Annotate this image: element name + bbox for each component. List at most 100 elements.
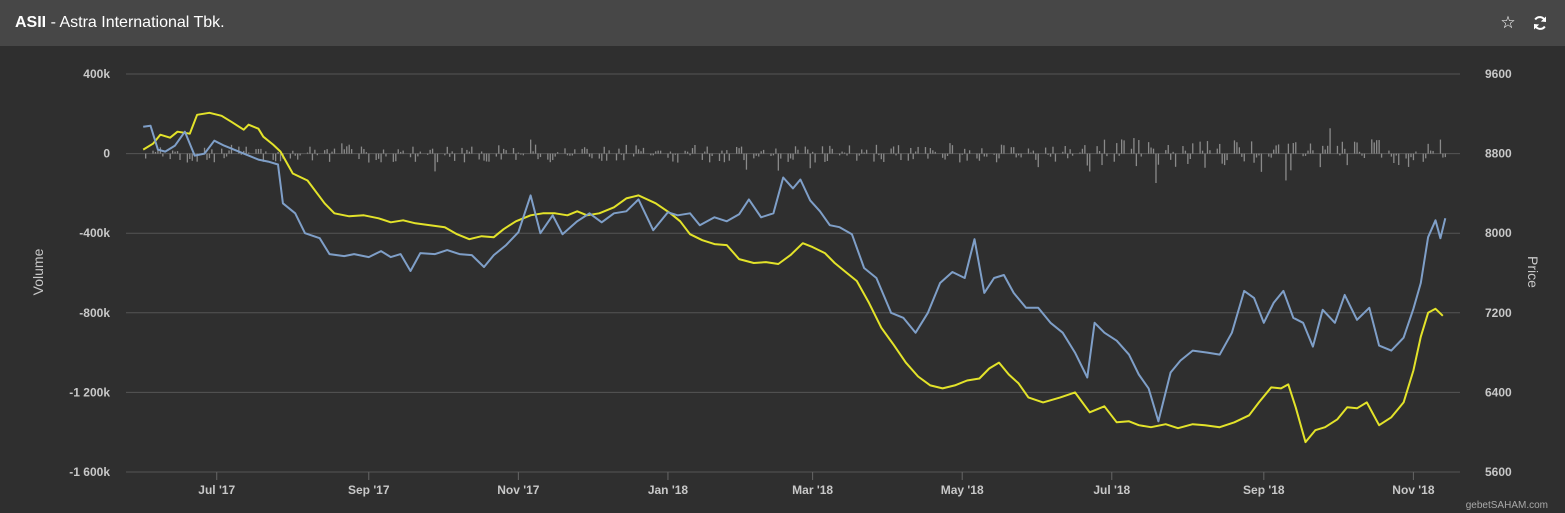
volume-bar bbox=[804, 146, 806, 154]
volume-bar bbox=[1049, 153, 1052, 157]
volume-bar bbox=[1425, 153, 1427, 159]
volume-bar bbox=[1106, 153, 1108, 157]
volume-bar bbox=[1120, 139, 1123, 154]
series-line-0 bbox=[142, 111, 1444, 444]
volume-bar bbox=[434, 153, 436, 172]
volume-bar bbox=[1157, 153, 1160, 165]
volume-bar bbox=[306, 152, 309, 154]
volume-bar bbox=[691, 148, 694, 154]
volume-bar bbox=[1135, 153, 1138, 167]
volume-bar bbox=[213, 153, 215, 163]
volume-bar bbox=[1339, 153, 1341, 156]
volume-bar bbox=[1165, 150, 1167, 154]
volume-bar bbox=[1000, 144, 1003, 154]
volume-bar bbox=[838, 153, 841, 156]
volume-bar bbox=[223, 153, 225, 159]
volume-bar bbox=[380, 153, 382, 163]
volume-bar bbox=[468, 151, 471, 154]
volume-bar bbox=[248, 152, 250, 154]
volume-bar bbox=[574, 149, 576, 154]
volume-bar bbox=[431, 148, 434, 154]
volume-bar bbox=[829, 145, 831, 154]
volume-bar bbox=[419, 151, 421, 154]
volume-bar bbox=[446, 146, 448, 154]
volume-bar bbox=[1255, 153, 1258, 158]
refresh-icon[interactable] bbox=[1529, 12, 1551, 34]
volume-bar bbox=[667, 153, 669, 158]
volume-bar bbox=[1172, 151, 1174, 154]
volume-bar bbox=[743, 153, 745, 161]
volume-bar bbox=[740, 146, 743, 154]
volume-bar bbox=[414, 153, 417, 162]
right-axis-ticks: 9600 8800 8000 7200 6400 5600 bbox=[1485, 67, 1512, 479]
volume-bar bbox=[1133, 138, 1135, 154]
volume-bar bbox=[1226, 153, 1228, 161]
volume-bar bbox=[755, 153, 757, 156]
volume-bar bbox=[1275, 145, 1277, 154]
volume-bar bbox=[618, 148, 620, 154]
volume-bar bbox=[873, 153, 875, 162]
volume-bar bbox=[606, 153, 608, 161]
chart-area: 400k 0 -400k -800k -1 200k -1 600k 9600 8800 80… bbox=[30, 67, 1548, 511]
volume-bar bbox=[260, 148, 262, 154]
volume-bar bbox=[831, 148, 833, 154]
volume-bar bbox=[328, 153, 331, 162]
volume-bar bbox=[689, 153, 691, 156]
volume-bar bbox=[642, 147, 645, 154]
volume-bar bbox=[228, 150, 230, 154]
volume-bar bbox=[711, 153, 713, 157]
x-tick-label: May '18 bbox=[941, 483, 984, 497]
volume-bar bbox=[1071, 153, 1074, 156]
volume-bar bbox=[976, 153, 978, 159]
volume-bar bbox=[1380, 153, 1383, 158]
volume-bar bbox=[1067, 153, 1069, 159]
volume-bar bbox=[1439, 139, 1442, 154]
volume-bar bbox=[326, 149, 328, 154]
volume-bar bbox=[485, 153, 488, 162]
volume-bar bbox=[620, 153, 623, 155]
right-tick-label: 9600 bbox=[1485, 67, 1512, 81]
volume-bar bbox=[772, 153, 775, 156]
volume-bar bbox=[1268, 153, 1270, 157]
volume-bar bbox=[1373, 142, 1375, 154]
right-tick-label: 7200 bbox=[1485, 306, 1512, 320]
volume-bar bbox=[289, 153, 291, 159]
volume-bar bbox=[466, 149, 468, 154]
volume-bar bbox=[951, 145, 954, 154]
volume-bar bbox=[780, 153, 782, 159]
star-icon[interactable]: ☆ bbox=[1500, 13, 1516, 32]
volume-bar bbox=[154, 151, 157, 154]
volume-bar bbox=[895, 153, 897, 156]
volume-bar bbox=[758, 153, 760, 157]
volume-bar bbox=[299, 153, 301, 156]
volume-bar bbox=[1273, 149, 1275, 154]
volume-bar bbox=[179, 153, 181, 160]
volume-bar bbox=[760, 151, 762, 154]
volume-bar bbox=[865, 149, 868, 154]
volume-bar bbox=[517, 152, 520, 154]
volume-bar bbox=[451, 151, 453, 154]
volume-bar bbox=[1258, 153, 1260, 156]
volume-bar bbox=[1378, 140, 1380, 154]
volume-bar bbox=[294, 153, 296, 156]
volume-bar bbox=[539, 153, 542, 158]
volume-bar bbox=[701, 153, 703, 160]
volume-bar bbox=[1393, 153, 1395, 164]
right-tick-label: 8000 bbox=[1485, 226, 1512, 240]
volume-bar bbox=[946, 153, 949, 156]
volume-bar bbox=[1221, 153, 1223, 164]
volume-bar bbox=[225, 153, 228, 157]
volume-bar bbox=[1363, 153, 1366, 159]
volume-bar bbox=[704, 151, 706, 154]
volume-bar bbox=[1442, 153, 1444, 158]
volume-bar bbox=[257, 148, 260, 154]
x-tick-label: Nov '18 bbox=[1392, 483, 1435, 497]
volume-bar bbox=[566, 153, 569, 156]
left-axis-title: Volume bbox=[30, 248, 46, 295]
volume-bar bbox=[505, 150, 507, 154]
volume-bar bbox=[1326, 145, 1329, 154]
volume-bar bbox=[1238, 147, 1241, 154]
right-tick-label: 8800 bbox=[1485, 147, 1512, 161]
volume-bar bbox=[588, 153, 591, 157]
volume-bar bbox=[564, 148, 566, 154]
